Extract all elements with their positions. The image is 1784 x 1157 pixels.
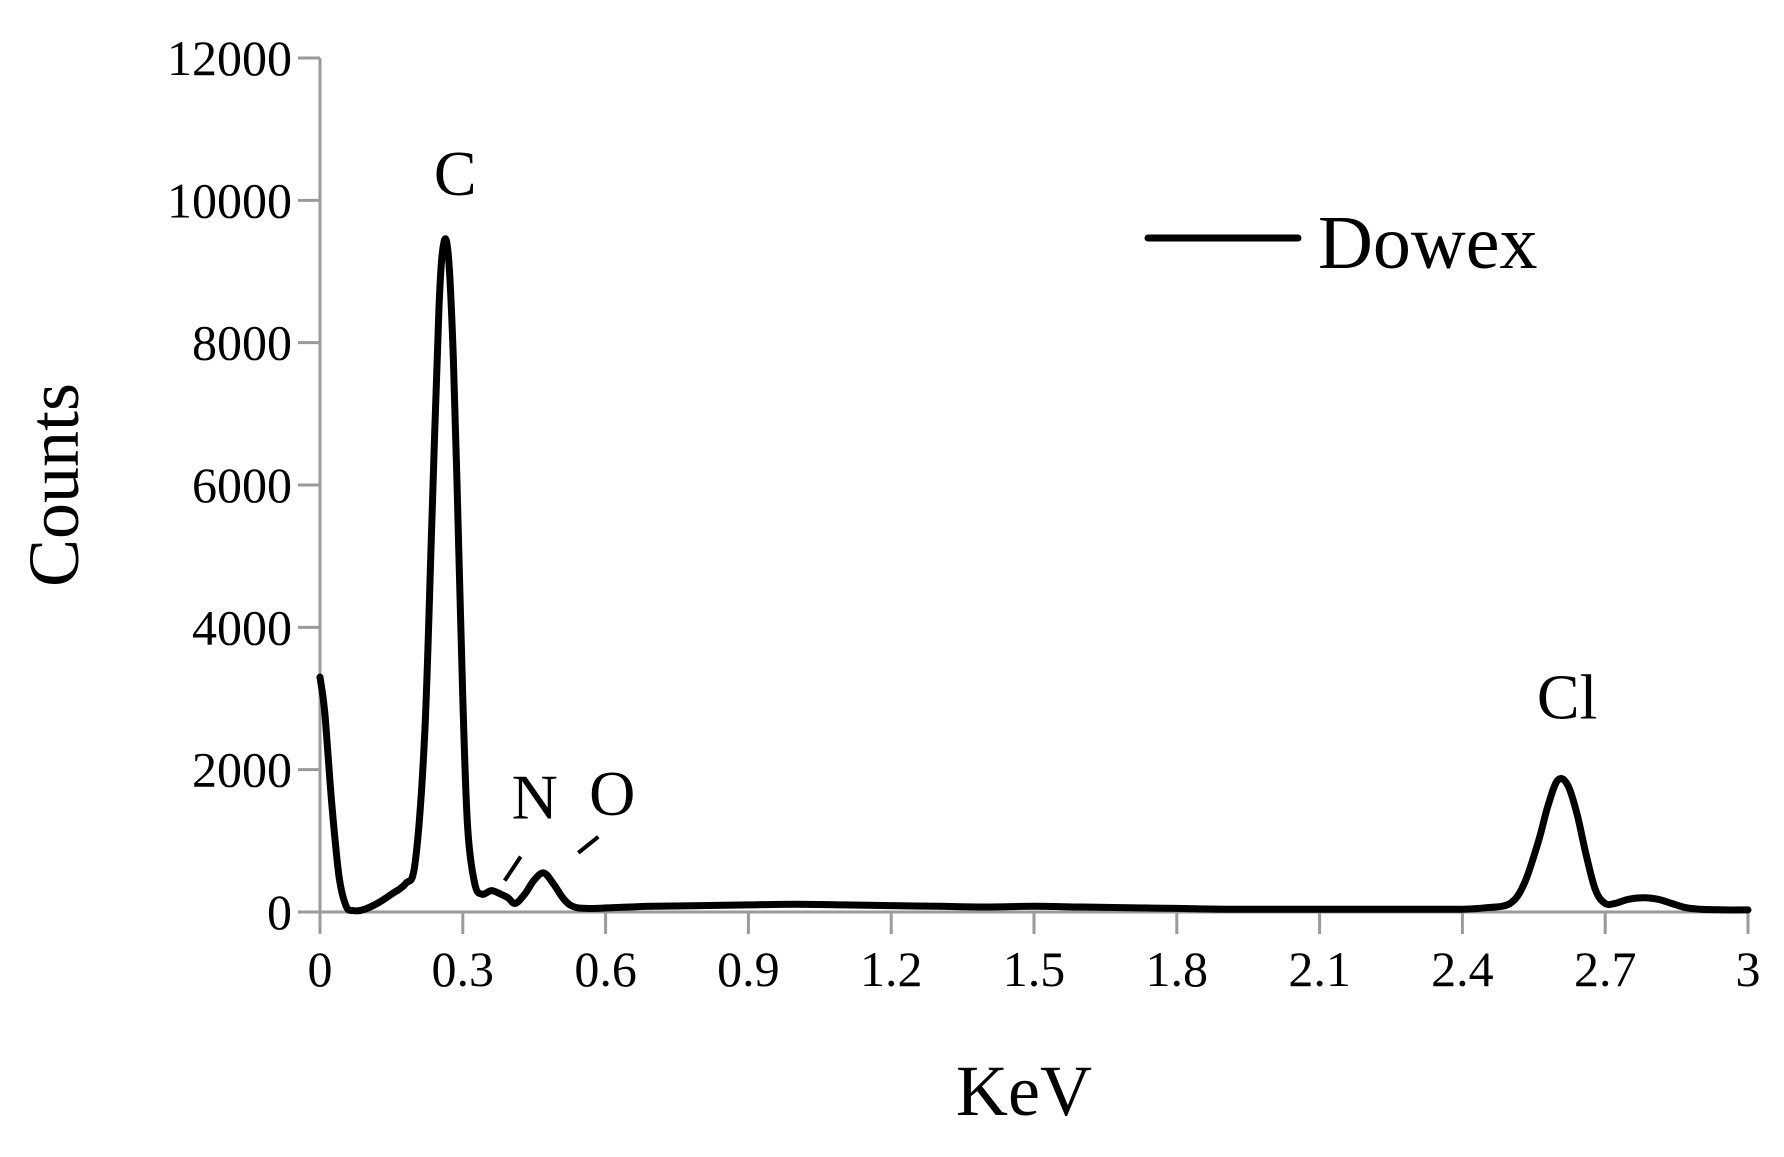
x-tick-label: 0.3 <box>432 941 495 997</box>
legend: Dowex <box>1144 201 1538 285</box>
x-tick-label: 0 <box>308 941 333 997</box>
y-tick-label: 6000 <box>192 457 292 513</box>
x-tick-label: 2.4 <box>1431 941 1494 997</box>
peak-leader-o <box>577 835 600 855</box>
x-tick-label: 2.7 <box>1574 941 1637 997</box>
y-tick-label: 12000 <box>167 30 292 86</box>
peak-annotations: C N O Cl <box>434 138 1597 882</box>
peak-label-cl: Cl <box>1537 661 1597 732</box>
legend-label-dowex: Dowex <box>1318 201 1538 285</box>
x-tick-label: 1.5 <box>1003 941 1066 997</box>
x-axis-title: KeV <box>956 1051 1092 1131</box>
peak-label-n: N <box>512 762 558 833</box>
series-line-dowex <box>316 235 1752 915</box>
y-tick-label: 0 <box>267 884 292 940</box>
y-tick-label: 2000 <box>192 742 292 798</box>
x-ticks: 0 0.3 0.6 0.9 1.2 1.5 1.8 2.1 2.4 2.7 3 <box>308 912 1761 997</box>
peak-leader-n <box>503 855 523 882</box>
y-axis-title: Counts <box>14 383 94 587</box>
x-tick-label: 0.6 <box>574 941 637 997</box>
x-tick-label: 1.2 <box>860 941 923 997</box>
y-tick-label: 8000 <box>192 315 292 371</box>
x-tick-label: 2.1 <box>1288 941 1351 997</box>
x-tick-label: 0.9 <box>717 941 780 997</box>
peak-label-c: C <box>434 138 477 209</box>
peak-label-o: O <box>589 758 635 829</box>
y-tick-label: 4000 <box>192 599 292 655</box>
y-tick-label: 10000 <box>167 172 292 228</box>
x-tick-label: 1.8 <box>1146 941 1209 997</box>
x-tick-label: 3 <box>1736 941 1761 997</box>
y-ticks: 0 2000 4000 6000 8000 10000 12000 <box>167 30 320 940</box>
